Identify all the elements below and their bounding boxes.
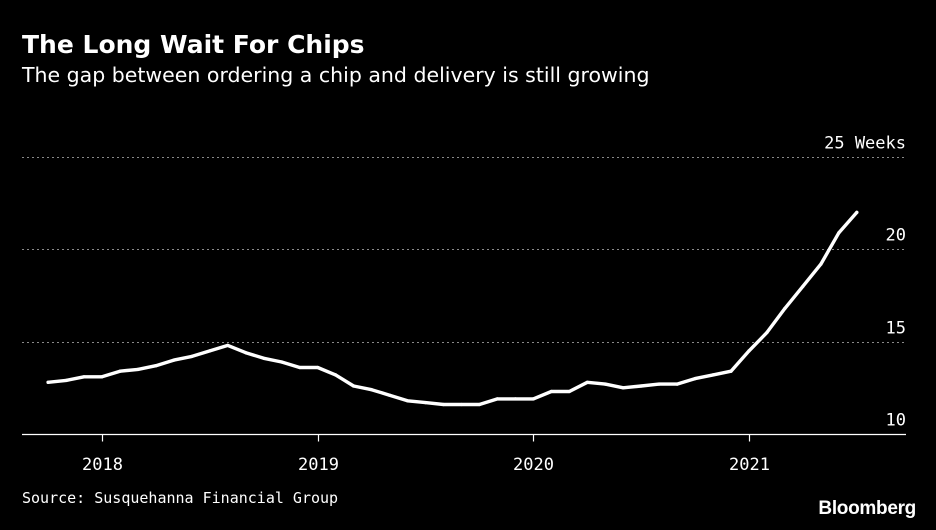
data-point xyxy=(280,360,284,364)
x-tick-label: 2018 xyxy=(82,455,123,475)
y-tick-label: 25 Weeks xyxy=(824,134,906,154)
chart-title: The Long Wait For Chips xyxy=(22,30,365,59)
data-point xyxy=(190,354,194,358)
y-tick-label: 15 xyxy=(886,319,906,339)
data-point xyxy=(729,369,733,373)
data-point xyxy=(693,377,697,381)
data-point xyxy=(334,373,338,377)
data-point xyxy=(747,349,751,353)
data-point xyxy=(567,389,571,394)
data-point xyxy=(118,369,122,373)
chart-subtitle: The gap between ordering a chip and deli… xyxy=(22,63,650,87)
data-point xyxy=(405,399,410,403)
data-point xyxy=(513,397,518,401)
data-point xyxy=(855,210,859,214)
y-axis-labels: 25 Weeks 20 15 10 xyxy=(824,134,906,431)
data-point xyxy=(154,364,158,368)
y-tick-label: 10 xyxy=(886,411,906,431)
data-point xyxy=(675,382,679,386)
data-point xyxy=(801,284,805,288)
data-point xyxy=(639,384,643,388)
data-point xyxy=(459,402,463,407)
x-tick-label: 2020 xyxy=(513,455,554,475)
x-axis xyxy=(22,433,906,442)
data-point xyxy=(783,306,787,310)
data-point xyxy=(495,397,499,401)
data-point xyxy=(477,402,481,407)
data-point xyxy=(441,402,446,407)
y-tick-label: 20 xyxy=(886,226,906,246)
series-line xyxy=(46,210,859,407)
data-point xyxy=(837,231,841,235)
source-note: Source: Susquehanna Financial Group xyxy=(22,489,339,507)
x-axis-labels: 2018 2019 2020 2021 xyxy=(82,455,770,475)
bloomberg-logo: Bloomberg xyxy=(818,498,916,519)
x-tick-label: 2019 xyxy=(298,455,339,475)
data-point xyxy=(316,365,320,370)
x-tick-label: 2021 xyxy=(729,455,770,475)
data-point xyxy=(765,330,769,334)
data-point xyxy=(370,388,374,392)
data-point xyxy=(262,356,266,360)
data-point xyxy=(549,389,553,394)
data-point xyxy=(621,386,625,390)
data-point xyxy=(603,382,607,386)
data-point xyxy=(388,393,392,397)
data-point xyxy=(64,378,68,382)
series-layer xyxy=(46,210,859,407)
data-point xyxy=(657,382,661,386)
data-point xyxy=(423,401,428,405)
data-point xyxy=(46,380,50,384)
data-point xyxy=(82,375,86,379)
data-point xyxy=(136,367,140,371)
data-point xyxy=(819,262,823,266)
data-point xyxy=(352,384,356,388)
data-point xyxy=(531,397,535,401)
data-point xyxy=(226,343,230,347)
data-point xyxy=(100,375,104,379)
data-point xyxy=(244,351,248,355)
data-point xyxy=(711,373,715,377)
gridlines xyxy=(22,157,906,343)
data-point xyxy=(172,358,176,362)
data-point xyxy=(208,349,212,353)
data-point xyxy=(298,365,302,370)
data-point xyxy=(585,380,589,384)
